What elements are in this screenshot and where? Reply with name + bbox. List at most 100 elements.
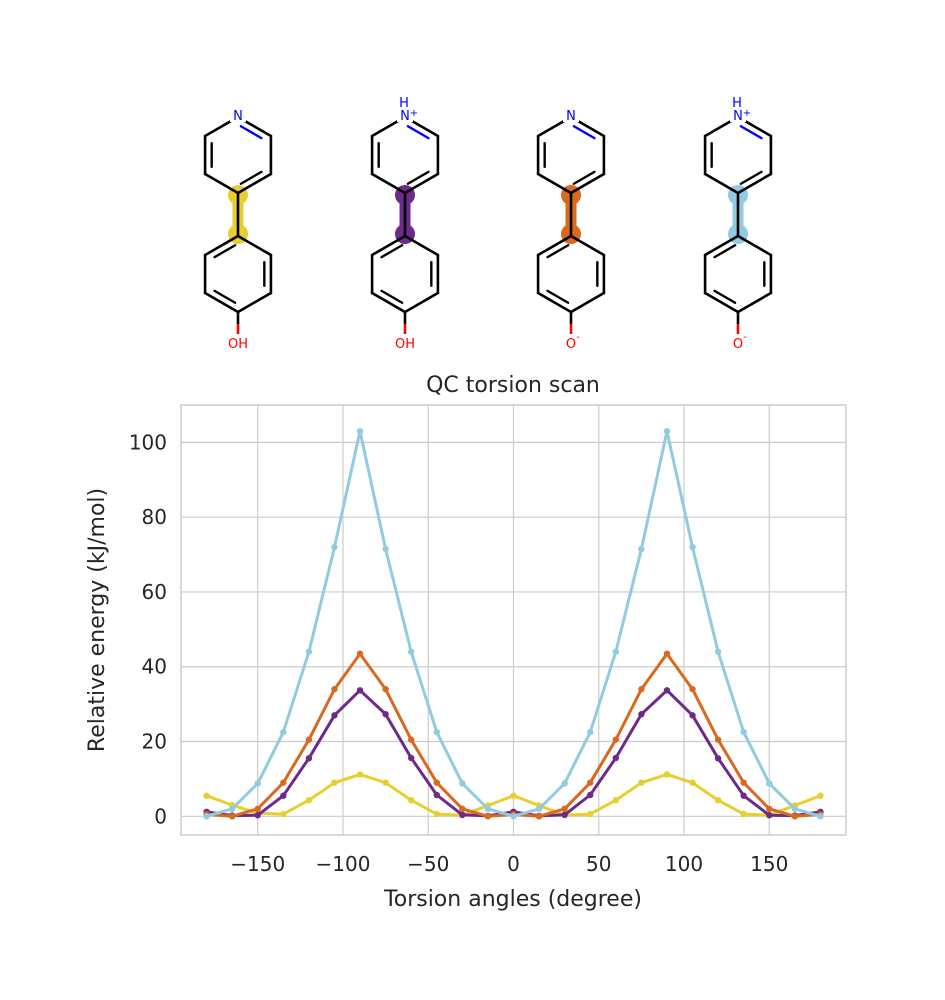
data-point [433,791,440,799]
ring-inner-bond [380,289,404,304]
y-tick-labels: 0 20 40 60 80 100 [129,430,167,828]
oxygen-label: O [566,337,576,352]
data-point [254,780,261,787]
oxygen-label: O [733,337,743,352]
ring-inner-bond [239,125,263,140]
data-point [203,813,210,820]
data-point [305,736,313,743]
series-group [203,427,824,820]
ring-inner-bond [546,244,570,259]
ring-bond [403,234,440,257]
data-point [382,685,389,693]
y-tick-label: 100 [129,430,167,454]
data-point [689,543,696,551]
data-point [356,427,364,435]
ring-inner-bond [572,170,596,185]
x-tick-label: −100 [316,852,371,876]
data-point [663,687,671,694]
data-point [714,755,722,762]
ring-bond [203,234,240,257]
data-point [791,805,799,813]
ring-bond [703,172,740,195]
ring-bond [569,172,606,195]
ring-bond [403,291,440,314]
ring-bond [236,291,273,314]
oxygen-charge-label: - [743,332,747,343]
y-tick-label: 60 [142,580,167,604]
x-tick-label: −50 [407,852,449,876]
data-point [433,728,440,736]
data-point [612,754,620,762]
data-point [714,797,722,804]
ring-bond [203,172,240,195]
data-point [766,811,773,819]
nitrogen-label: N [566,109,576,124]
data-point [689,779,696,786]
data-point [382,545,389,553]
oxygen-label: OH [228,337,248,352]
data-point [689,685,696,693]
data-point [638,711,645,718]
y-axis-label: Relative energy (kJ/mol) [85,488,110,752]
ring-bond [536,291,573,314]
nitrogen-label: N [400,109,410,124]
data-point [407,797,415,804]
data-point [817,792,824,799]
x-tick-label: 100 [665,852,703,876]
nitrogen-hydrogen-label: H [399,96,409,111]
data-point [612,736,620,743]
data-point [305,648,313,655]
ring-bond [736,172,773,195]
x-tick-labels: −150 −100 −50 0 50 100 150 [230,852,788,876]
data-point [689,712,696,719]
data-point [510,792,517,799]
data-point [280,728,287,736]
data-point [740,779,747,786]
data-point [331,543,338,551]
data-point [510,813,517,820]
label-pad [563,108,579,122]
ring-inner-bond [713,244,737,259]
data-point [356,771,364,778]
data-point [638,779,645,786]
data-point [561,780,568,787]
data-point [203,792,210,799]
data-point [228,805,236,813]
data-point [663,650,671,657]
data-point [280,779,287,786]
data-point [638,545,645,553]
ring-bond [403,172,440,195]
data-point [740,728,747,736]
data-point [484,813,492,820]
ring-bond [736,234,773,257]
data-point [382,779,389,786]
data-point [587,728,594,736]
ring-bond [536,234,573,257]
y-tick-label: 20 [142,730,167,754]
nitrogen-label: N [233,109,243,124]
data-point [766,805,773,813]
data-point [459,780,466,787]
data-point [535,813,543,820]
ring-inner-bond [380,244,404,259]
ring-bond [703,291,740,314]
nitrogen-label: N [733,109,743,124]
nitrogen-charge-label: + [410,108,418,119]
nitrogen-hydrogen-label: H [732,96,742,111]
label-pad [397,108,413,122]
molecule-1: N OH [203,108,273,352]
molecule-4: NH+ O - [703,96,773,352]
data-point [407,648,415,655]
molecule-2: NH+ OH [370,96,440,352]
data-point [612,797,620,804]
oxygen-charge-label: - [576,332,580,343]
data-point [817,813,824,820]
data-point [714,736,722,743]
ring-bond [703,234,740,257]
data-point [407,754,415,762]
data-point [612,648,620,655]
data-point [407,736,415,743]
data-point [535,805,543,813]
chart-title: QC torsion scan [426,373,600,398]
ring-inner-bond [406,125,430,140]
